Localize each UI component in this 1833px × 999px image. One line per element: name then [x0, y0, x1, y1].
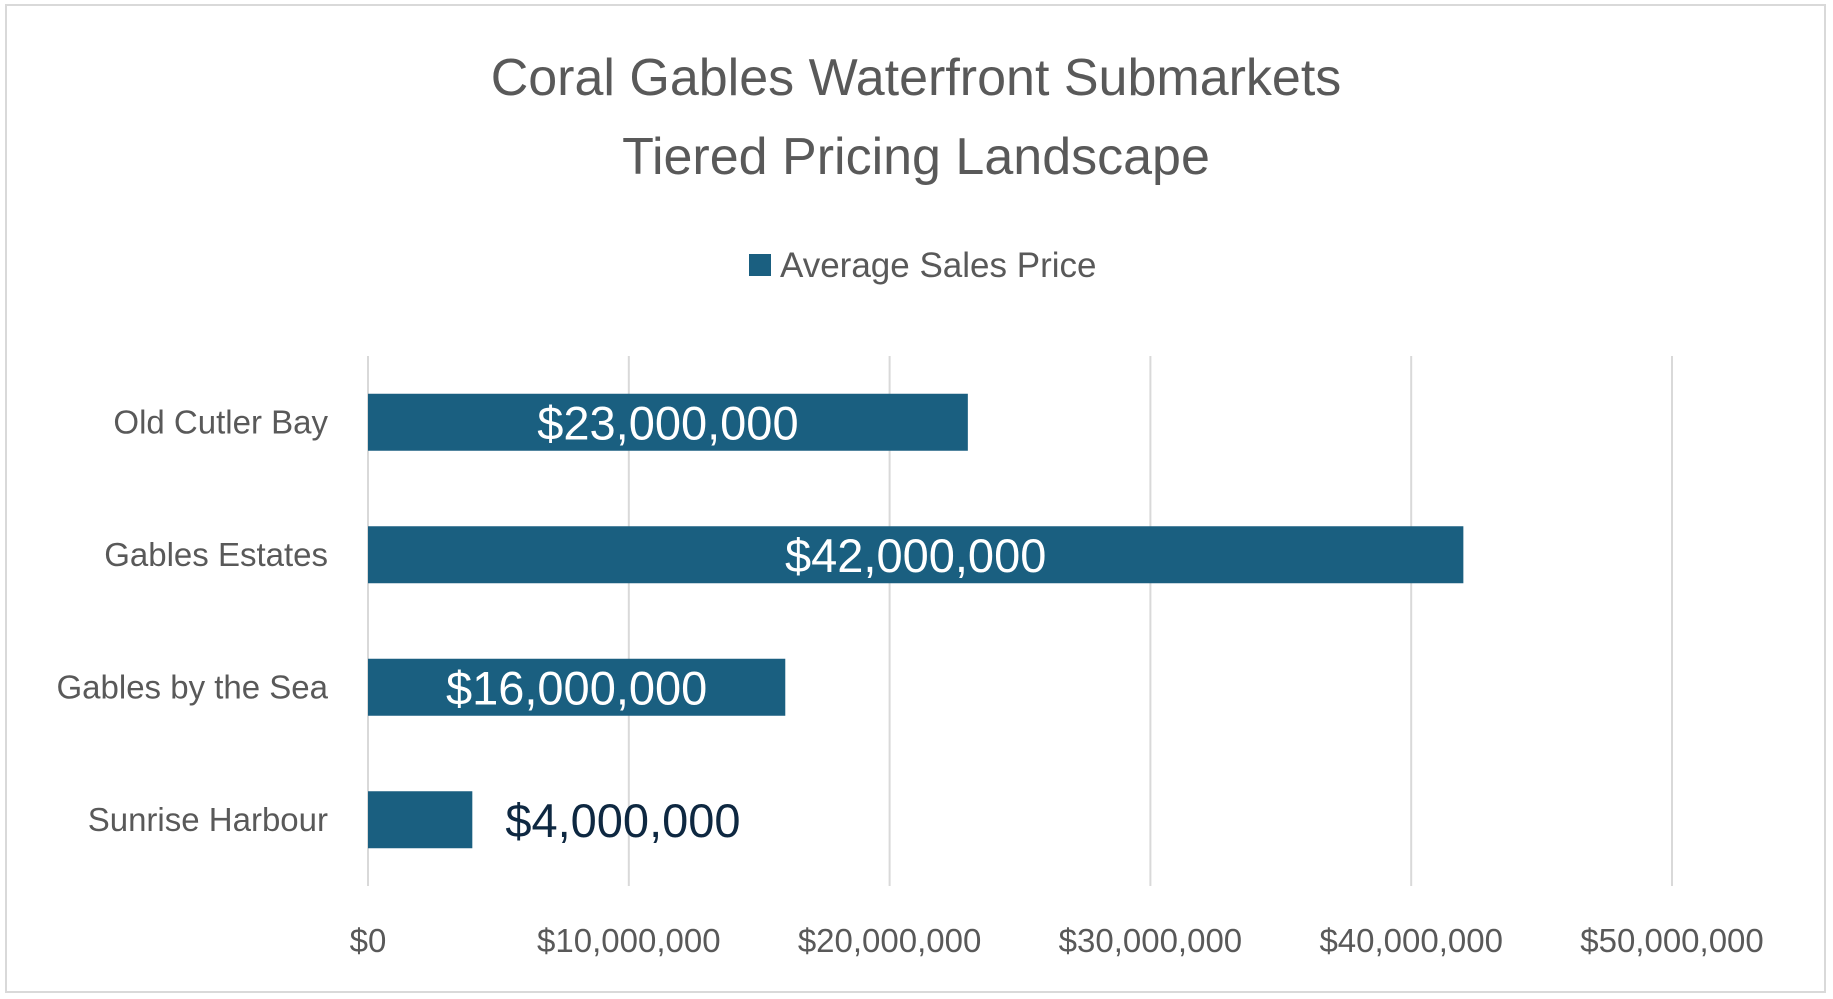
- x-tick-label: $50,000,000: [1580, 922, 1764, 959]
- category-label: Gables by the Sea: [56, 668, 328, 705]
- chart-title-line-2: Tiered Pricing Landscape: [622, 128, 1210, 186]
- data-label: $42,000,000: [785, 529, 1046, 582]
- bar: [368, 791, 473, 849]
- category-label: Gables Estates: [104, 536, 328, 573]
- legend-label: Average Sales Price: [780, 246, 1096, 285]
- data-label: $4,000,000: [505, 794, 740, 847]
- legend-swatch: [749, 254, 771, 276]
- x-tick-label: $30,000,000: [1059, 922, 1243, 959]
- x-tick-label: $40,000,000: [1319, 922, 1503, 959]
- chart-title-line-1: Coral Gables Waterfront Submarkets: [491, 49, 1342, 107]
- bar: [368, 526, 1464, 584]
- bar: [368, 658, 786, 716]
- chart-frame: [5, 4, 1826, 993]
- x-tick-label: $20,000,000: [798, 922, 982, 959]
- data-label: $16,000,000: [446, 661, 707, 714]
- bar: [368, 393, 968, 451]
- x-tick-label: $0: [350, 922, 387, 959]
- x-tick-label: $10,000,000: [537, 922, 721, 959]
- category-label: Old Cutler Bay: [113, 403, 328, 440]
- category-label: Sunrise Harbour: [88, 801, 328, 838]
- data-label: $23,000,000: [537, 396, 798, 449]
